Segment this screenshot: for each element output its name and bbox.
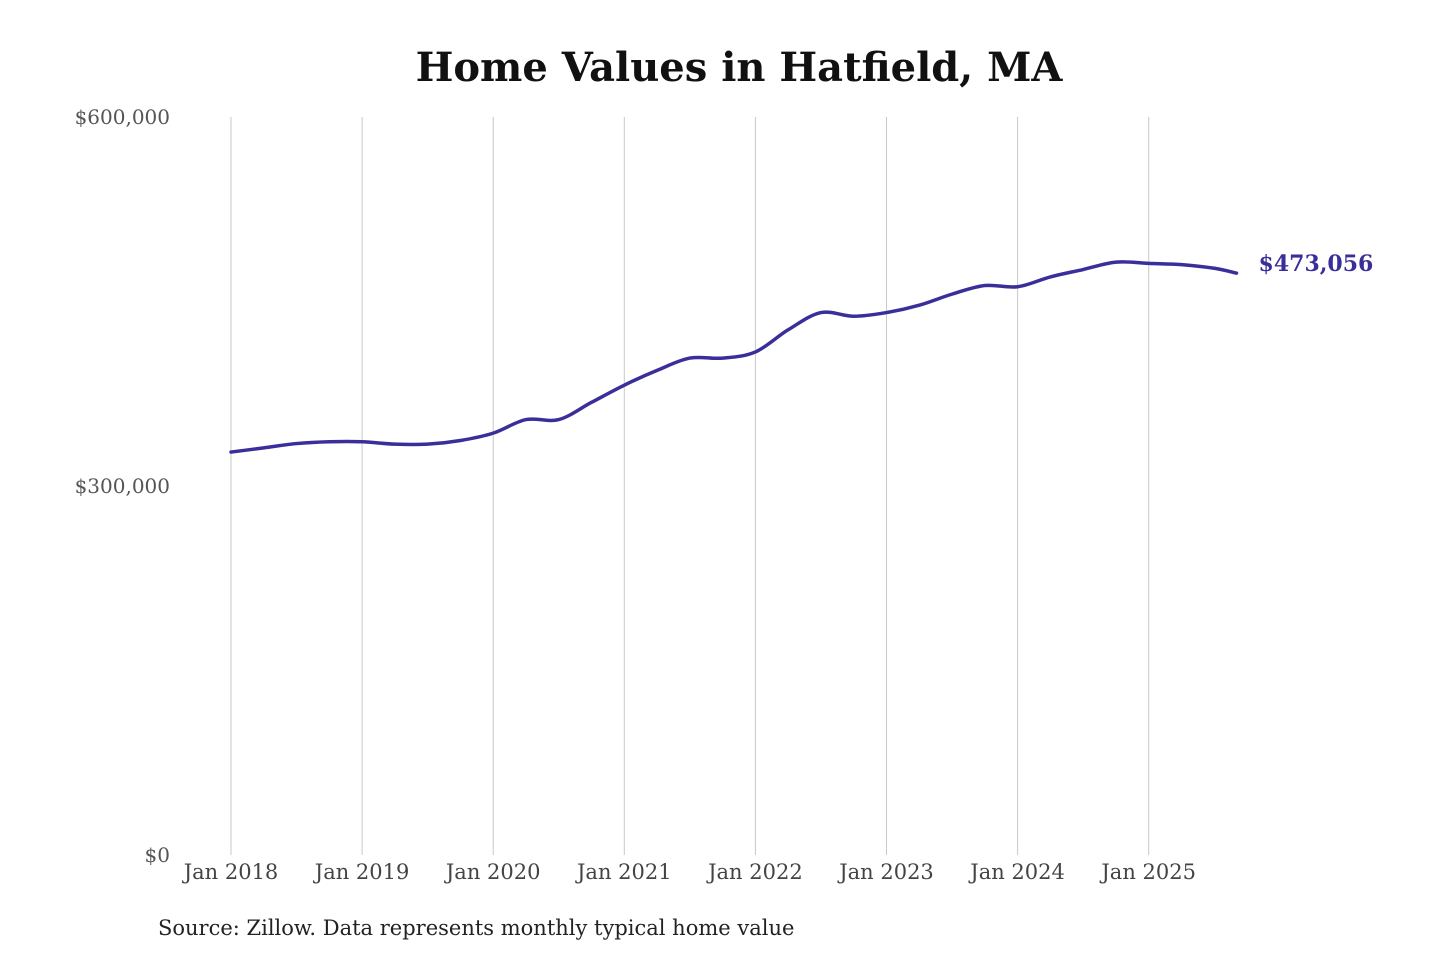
y-tick-label: $300,000 — [75, 474, 170, 498]
x-tick-label: Jan 2024 — [968, 860, 1065, 884]
x-tick-label: Jan 2022 — [706, 860, 803, 884]
y-tick-label: $600,000 — [75, 105, 170, 129]
x-tick-label: Jan 2023 — [837, 860, 934, 884]
x-tick-label: Jan 2018 — [182, 860, 279, 884]
x-tick-label: Jan 2019 — [313, 860, 410, 884]
y-tick-label: $0 — [145, 843, 170, 867]
series-line — [229, 260, 1239, 454]
x-tick-label: Jan 2025 — [1099, 860, 1196, 884]
x-tick-label: Jan 2020 — [444, 860, 541, 884]
source-note: Source: Zillow. Data represents monthly … — [158, 916, 795, 940]
end-value-label: $473,056 — [1259, 251, 1374, 277]
chart-title: Home Values in Hatfield, MA — [415, 44, 1063, 91]
x-tick-label: Jan 2021 — [575, 860, 672, 884]
